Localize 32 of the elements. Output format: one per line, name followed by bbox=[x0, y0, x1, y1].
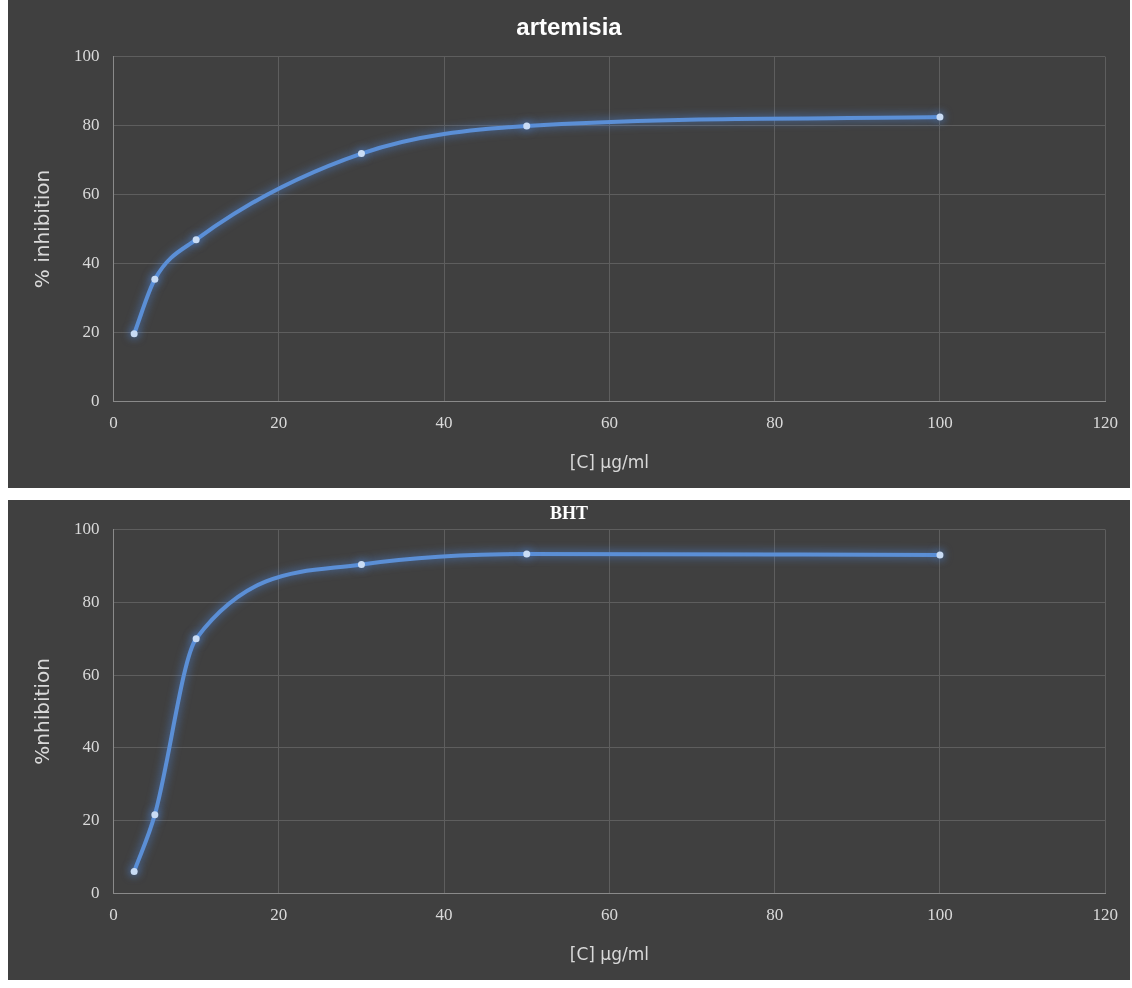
x-tick-label: 0 bbox=[109, 412, 118, 432]
y-tick-label: 0 bbox=[91, 390, 100, 410]
y-tick-label: 80 bbox=[82, 591, 100, 611]
x-tick-label: 20 bbox=[270, 904, 288, 924]
x-axis-title: [C] µg/ml bbox=[569, 944, 649, 965]
x-tick-label: 120 bbox=[1092, 904, 1118, 924]
y-tick-label: 40 bbox=[82, 737, 100, 757]
y-tick-label: 40 bbox=[82, 252, 100, 272]
y-tick-label: 60 bbox=[82, 184, 100, 204]
x-tick-label: 40 bbox=[435, 904, 453, 924]
x-tick-label: 100 bbox=[927, 904, 953, 924]
x-tick-label: 80 bbox=[766, 412, 784, 432]
x-axis-title: [C] µg/ml bbox=[569, 452, 649, 473]
x-tick-label: 80 bbox=[766, 904, 784, 924]
x-tick-label: 0 bbox=[109, 904, 118, 924]
x-tick-label: 100 bbox=[927, 412, 953, 432]
y-tick-label: 0 bbox=[91, 882, 100, 902]
y-tick-label: 80 bbox=[82, 115, 100, 135]
chart-title: BHT bbox=[549, 503, 589, 524]
y-axis-title: %nhibition bbox=[30, 658, 55, 765]
y-tick-label: 60 bbox=[82, 664, 100, 684]
x-tick-label: 40 bbox=[435, 412, 453, 432]
y-tick-label: 20 bbox=[82, 809, 100, 829]
x-tick-label: 60 bbox=[600, 904, 618, 924]
y-axis-title: % inhibition bbox=[30, 169, 55, 289]
x-tick-label: 60 bbox=[600, 412, 618, 432]
y-tick-label: 20 bbox=[82, 321, 100, 341]
chart-title: artemisia bbox=[516, 13, 623, 41]
y-tick-label: 100 bbox=[74, 519, 100, 539]
y-tick-label: 100 bbox=[74, 46, 100, 66]
x-tick-label: 20 bbox=[270, 412, 288, 432]
x-tick-label: 120 bbox=[1092, 412, 1118, 432]
